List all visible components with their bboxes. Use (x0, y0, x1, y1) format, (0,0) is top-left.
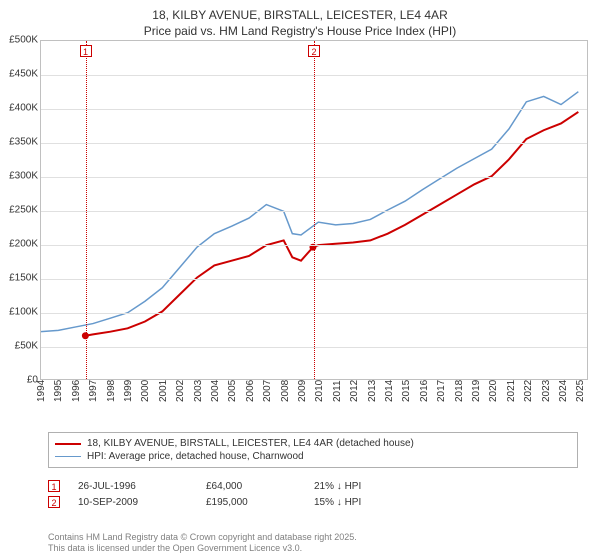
marker-label: 1 (80, 45, 92, 57)
x-tick-label: 1999 (123, 380, 134, 402)
legend-swatch (55, 456, 81, 457)
chart-container: 18, KILBY AVENUE, BIRSTALL, LEICESTER, L… (0, 0, 600, 560)
y-tick-label: £200K (0, 239, 38, 250)
x-tick-label: 2016 (419, 380, 430, 402)
x-tick-label: 2007 (262, 380, 273, 402)
annotation-delta: 15% ↓ HPI (314, 497, 361, 508)
x-tick-label: 1995 (53, 380, 64, 402)
x-axis: 1994199519961997199819992000200120022003… (40, 380, 588, 420)
y-tick-label: £250K (0, 205, 38, 216)
x-tick-label: 2003 (193, 380, 204, 402)
legend-label: 18, KILBY AVENUE, BIRSTALL, LEICESTER, L… (87, 438, 414, 449)
x-tick-label: 2023 (541, 380, 552, 402)
annotation-id: 1 (48, 480, 60, 492)
annotation-id: 2 (48, 496, 60, 508)
marker-label: 2 (308, 45, 320, 57)
legend-item: HPI: Average price, detached house, Char… (55, 450, 571, 463)
x-tick-label: 2018 (454, 380, 465, 402)
y-tick-label: £450K (0, 69, 38, 80)
annotation-table: 1 26-JUL-1996 £64,000 21% ↓ HPI 2 10-SEP-2009… (48, 478, 578, 510)
x-tick-label: 2009 (297, 380, 308, 402)
y-tick-label: £300K (0, 171, 38, 182)
annotation-delta: 21% ↓ HPI (314, 481, 361, 492)
x-tick-label: 1996 (71, 380, 82, 402)
x-tick-label: 2022 (523, 380, 534, 402)
x-tick-label: 1997 (88, 380, 99, 402)
x-tick-label: 2021 (506, 380, 517, 402)
x-tick-label: 1998 (106, 380, 117, 402)
x-tick-label: 2020 (488, 380, 499, 402)
annotation-price: £195,000 (206, 497, 296, 508)
x-tick-label: 1994 (36, 380, 47, 402)
legend-label: HPI: Average price, detached house, Char… (87, 451, 304, 462)
x-tick-label: 2001 (158, 380, 169, 402)
annotation-date: 10-SEP-2009 (78, 497, 188, 508)
y-axis: £0£50K£100K£150K£200K£250K£300K£350K£400… (0, 40, 40, 380)
y-tick-label: £500K (0, 35, 38, 46)
plot-area: 12 (40, 40, 588, 380)
x-tick-label: 2017 (436, 380, 447, 402)
footer-line1: Contains HM Land Registry data © Crown c… (48, 532, 578, 543)
title-line1: 18, KILBY AVENUE, BIRSTALL, LEICESTER, L… (0, 8, 600, 24)
y-tick-label: £400K (0, 103, 38, 114)
title-line2: Price paid vs. HM Land Registry's House … (0, 24, 600, 40)
x-tick-label: 2011 (332, 380, 343, 402)
x-tick-label: 2000 (140, 380, 151, 402)
y-tick-label: £150K (0, 273, 38, 284)
x-tick-label: 2024 (558, 380, 569, 402)
x-tick-label: 2002 (175, 380, 186, 402)
legend-item: 18, KILBY AVENUE, BIRSTALL, LEICESTER, L… (55, 437, 571, 450)
annotation-row: 1 26-JUL-1996 £64,000 21% ↓ HPI (48, 478, 578, 494)
legend-swatch (55, 443, 81, 445)
x-tick-label: 2025 (575, 380, 586, 402)
y-tick-label: £350K (0, 137, 38, 148)
marker-line (314, 41, 315, 379)
chart-area: £0 £50K £100K £150K £200K £250K £300K £350K £400… (0, 40, 600, 420)
legend: 18, KILBY AVENUE, BIRSTALL, LEICESTER, L… (48, 432, 578, 468)
y-tick-label: £0 (0, 375, 38, 386)
footer: Contains HM Land Registry data © Crown c… (48, 532, 578, 555)
x-tick-label: 2010 (314, 380, 325, 402)
x-tick-label: 2013 (367, 380, 378, 402)
x-tick-label: 2006 (245, 380, 256, 402)
x-tick-label: 2004 (210, 380, 221, 402)
x-tick-label: 2015 (401, 380, 412, 402)
annotation-date: 26-JUL-1996 (78, 481, 188, 492)
x-tick-label: 2019 (471, 380, 482, 402)
x-tick-label: 2014 (384, 380, 395, 402)
annotation-price: £64,000 (206, 481, 296, 492)
marker-line (86, 41, 87, 379)
y-tick-label: £50K (0, 341, 38, 352)
chart-title: 18, KILBY AVENUE, BIRSTALL, LEICESTER, L… (0, 0, 600, 39)
x-tick-label: 2005 (227, 380, 238, 402)
x-tick-label: 2012 (349, 380, 360, 402)
footer-line2: This data is licensed under the Open Gov… (48, 543, 578, 554)
annotation-row: 2 10-SEP-2009 £195,000 15% ↓ HPI (48, 494, 578, 510)
y-tick-label: £100K (0, 307, 38, 318)
x-tick-label: 2008 (280, 380, 291, 402)
